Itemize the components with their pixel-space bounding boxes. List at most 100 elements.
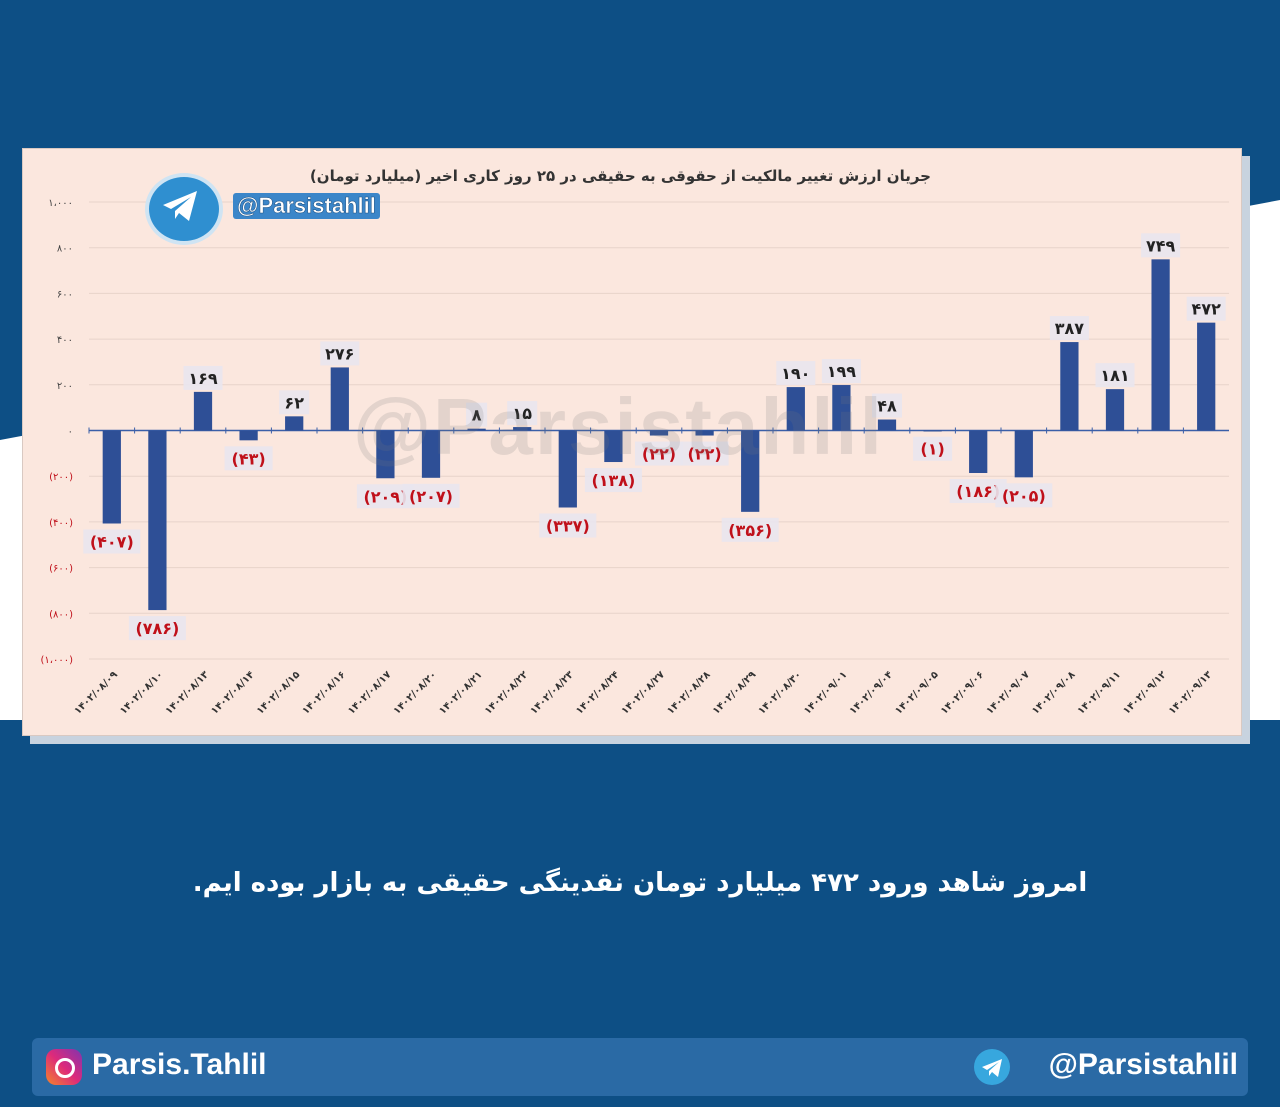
data-label-box [128,616,186,641]
y-tick-label: (۶۰۰) [49,564,73,575]
data-label: (۲۰۷) [409,487,453,506]
data-label-box [1049,316,1089,341]
data-label: (۷۸۶) [135,619,179,638]
bar [102,430,121,524]
data-label-box [680,441,729,466]
x-tick-label: ۱۴۰۲/۰۹/۰۵ [893,669,940,716]
data-label-box [913,436,953,461]
x-tick-label: ۱۴۰۲/۰۹/۰۶ [939,669,986,716]
data-label-box [507,401,538,426]
data-label: (۲۰۹) [363,487,407,506]
data-label-box [1095,363,1135,388]
bar [969,430,988,474]
x-tick-label: ۱۴۰۲/۰۸/۲۴ [574,669,621,716]
data-label: ۱۹۰ [781,364,810,383]
bar [467,428,486,431]
y-tick-label: (۴۰۰) [49,518,73,529]
telegram-logo-icon [145,173,223,245]
x-tick-label: ۱۴۰۲/۰۸/۲۳ [528,669,575,716]
data-label: ۱۵ [512,404,532,423]
data-label: (۱) [920,440,944,459]
telegram-icon[interactable] [974,1049,1010,1085]
x-tick-label: ۱۴۰۲/۰۹/۱۳ [1167,669,1214,716]
data-label: ۱۶۹ [188,369,218,388]
bar [1151,259,1170,431]
x-tick-label: ۱۴۰۲/۰۸/۱۴ [209,669,256,716]
data-label: (۲۲) [688,445,722,464]
bar [148,430,167,611]
bar [695,430,714,436]
x-tick-label: ۱۴۰۲/۰۸/۲۷ [620,669,667,716]
chart-title: جریان ارزش تغییر مالکیت از حقوقی به حقیق… [309,167,931,185]
y-tick-label: (۸۰۰) [49,609,73,620]
x-tick-label: ۱۴۰۲/۰۹/۱۲ [1121,669,1168,716]
bar [1197,322,1216,431]
data-label: (۴۰۷) [90,532,134,551]
x-tick-label: ۱۴۰۲/۰۸/۱۷ [346,669,393,716]
footer-bar: Parsis.Tahlil @Parsistahlil [32,1038,1248,1096]
telegram-handle: @Parsistahlil [233,193,380,219]
data-label: ۴۸ [877,397,897,416]
x-tick-label: ۱۴۰۲/۰۸/۱۳ [164,669,211,716]
bar [1105,389,1125,431]
data-label: (۳۵۶) [728,521,772,540]
bar [1060,342,1079,431]
x-tick-label: ۱۴۰۲/۰۸/۲۰ [392,669,439,716]
data-label-box [539,513,597,538]
x-tick-label: ۱۴۰۲/۰۹/۰۷ [984,669,1031,716]
watermark: @Parsistahlil [353,382,884,471]
y-tick-label: (۲۰۰) [49,472,73,483]
instagram-icon[interactable] [46,1049,82,1085]
instagram-handle[interactable]: Parsis.Tahlil [92,1048,267,1081]
bar [877,419,897,431]
x-tick-label: ۱۴۰۲/۰۹/۱۱ [1076,669,1123,716]
data-label-box [776,361,816,386]
bar [604,430,623,463]
x-tick-label: ۱۴۰۲/۰۹/۰۴ [848,669,895,716]
caption-text: امروز شاهد ورود ۴۷۲ میلیارد تومان نقدینگ… [192,868,1088,898]
data-label-box [721,517,779,542]
data-label: (۳۳۷) [546,517,590,536]
data-label-box [821,359,861,384]
data-label: ۷۴۹ [1146,236,1176,255]
data-label: ۶۲ [284,393,304,412]
x-tick-label: ۱۴۰۲/۰۹/۰۸ [1030,669,1077,716]
bar [330,367,349,431]
data-label-box [402,483,460,508]
data-label: (۴۳) [232,449,266,468]
bar [923,430,942,432]
data-label: ۱۹۹ [827,362,857,381]
y-tick-label: ۱،۰۰۰ [48,198,73,209]
x-tick-label: ۱۴۰۲/۰۸/۳۰ [756,669,803,716]
y-tick-label: ۲۰۰ [57,381,73,392]
y-tick-label: ۸۰۰ [57,244,73,255]
bar [285,416,304,431]
x-tick-label: ۱۴۰۲/۰۸/۲۹ [711,669,758,716]
bar [832,385,851,431]
x-tick-label: ۱۴۰۲/۰۸/۰۹ [72,669,119,716]
data-label-box [1141,233,1181,258]
bar [239,430,258,441]
y-tick-label: ۶۰۰ [57,289,73,300]
bar [513,427,532,431]
x-tick-label: ۱۴۰۲/۰۸/۱۶ [300,669,347,716]
data-label-box [83,529,141,554]
x-tick-label: ۱۴۰۲/۰۸/۲۲ [483,669,530,716]
data-label-box [1186,296,1226,321]
data-label: ۴۷۲ [1192,300,1222,319]
telegram-footer-handle[interactable]: @Parsistahlil [1048,1048,1238,1081]
bar [376,430,395,479]
data-label: ۸ [472,406,482,425]
bar [649,430,669,436]
data-label-box [995,483,1053,508]
data-label-box [279,390,310,415]
data-label-box [635,441,683,466]
data-label-box [183,365,223,390]
data-label: (۲۰۵) [1002,486,1046,505]
x-tick-label: ۱۴۰۲/۰۸/۲۸ [665,669,712,716]
bar-chart: ۱،۰۰۰ ۸۰۰ ۶۰۰ ۴۰۰ ۲۰۰ ۰ (۲۰۰) (۴۰۰) (۶۰۰) (۸۰۰) (۱… [40,198,1229,717]
data-label-box [224,446,273,471]
x-tick-label: ۱۴۰۲/۰۹/۰۱ [802,669,849,716]
data-label: (۱۸۶) [956,482,1000,501]
chart-card: ۱،۰۰۰ ۸۰۰ ۶۰۰ ۴۰۰ ۲۰۰ ۰ (۲۰۰) (۴۰۰) (۶۰۰) (۸۰۰) (۱… [22,148,1242,736]
